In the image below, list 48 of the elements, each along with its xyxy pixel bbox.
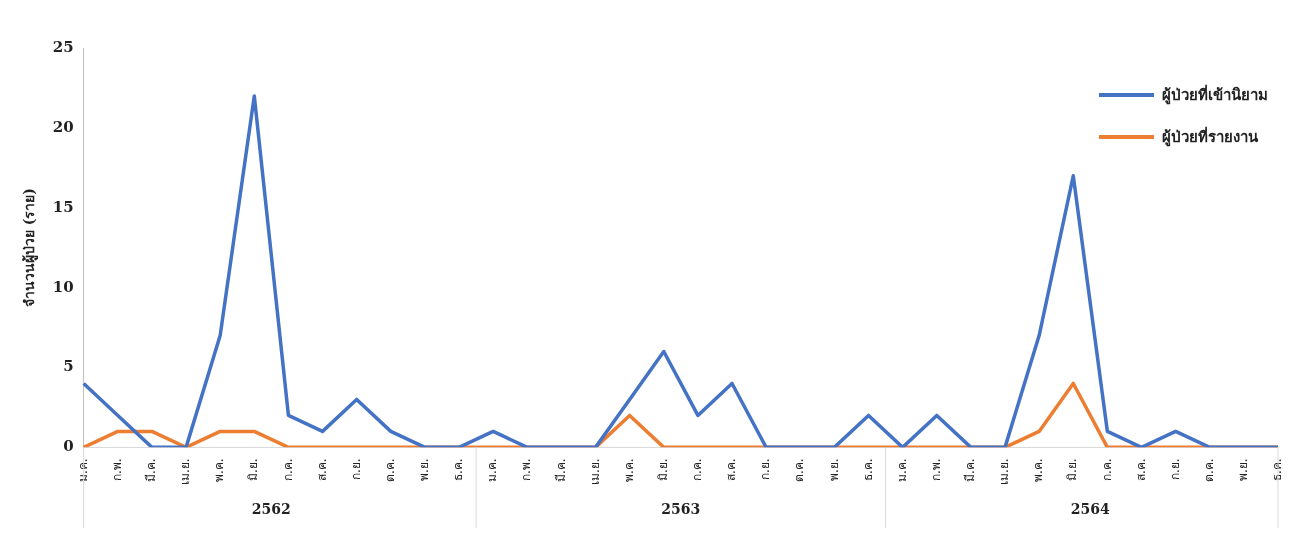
x-tick-label: เม.ย. <box>997 458 1012 486</box>
x-tick-label: ม.ค. <box>894 458 909 483</box>
x-tick-label: มิ.ย. <box>655 458 670 482</box>
x-tick-label: ก.ย. <box>758 458 773 481</box>
x-tick-label: ธ.ค. <box>1270 458 1285 482</box>
y-tick-label: 5 <box>63 357 74 376</box>
x-tick-label: ส.ค. <box>724 458 739 482</box>
x-tick-label: ก.ย. <box>348 458 363 481</box>
legend-label: ผู้ป่วยที่เข้านิยาม <box>1162 83 1268 107</box>
x-tick-label: ก.ค. <box>280 458 295 482</box>
x-tick-label: มี.ค. <box>553 458 568 483</box>
x-tick-label: ส.ค. <box>1133 458 1148 482</box>
x-tick-label: ธ.ค. <box>451 458 466 482</box>
x-tick-label: ต.ค. <box>1201 458 1216 483</box>
y-tick-label: 10 <box>52 277 74 296</box>
x-tick-label: พ.ค. <box>621 458 636 483</box>
x-tick-label: ธ.ค. <box>860 458 875 482</box>
x-tick-label: พ.ย. <box>417 458 432 482</box>
legend-label: ผู้ป่วยที่รายงาน <box>1162 125 1258 149</box>
y-tick-label: 0 <box>63 437 74 456</box>
x-tick-label: ก.พ. <box>109 458 124 482</box>
text: 2562 <box>251 500 291 517</box>
x-tick-label: ก.ค. <box>1099 458 1114 482</box>
y-tick-label: 20 <box>52 117 74 136</box>
x-tick-label: เม.ย. <box>178 458 193 486</box>
x-tick-label: พ.ค. <box>212 458 227 483</box>
x-tick-label: พ.ค. <box>1031 458 1046 483</box>
text: 2563 <box>661 500 701 517</box>
y-tick-label: 25 <box>52 37 74 56</box>
x-tick-label: ก.ค. <box>690 458 705 482</box>
x-tick-label: มิ.ย. <box>1065 458 1080 482</box>
x-tick-label: เม.ย. <box>587 458 602 486</box>
y-axis-title: จำนวนผู้ป่วย (ราย) <box>21 188 39 308</box>
x-tick-label: พ.ย. <box>826 458 841 482</box>
x-tick-label: ม.ค. <box>485 458 500 483</box>
x-tick-label: ม.ค. <box>75 458 90 483</box>
x-tick-label: มี.ค. <box>963 458 978 483</box>
x-tick-label: ต.ค. <box>382 458 397 483</box>
x-tick-label: ต.ค. <box>792 458 807 483</box>
x-tick-label: ก.พ. <box>928 458 943 482</box>
x-tick-label: มิ.ย. <box>246 458 261 482</box>
x-tick-label: ก.พ. <box>519 458 534 482</box>
x-tick-label: พ.ย. <box>1236 458 1250 482</box>
text: 2564 <box>1070 500 1111 517</box>
y-tick-label: 15 <box>52 197 74 216</box>
x-tick-label: มี.ค. <box>144 458 159 483</box>
x-tick-label: ส.ค. <box>314 458 329 482</box>
x-tick-label: ก.ย. <box>1167 458 1182 481</box>
